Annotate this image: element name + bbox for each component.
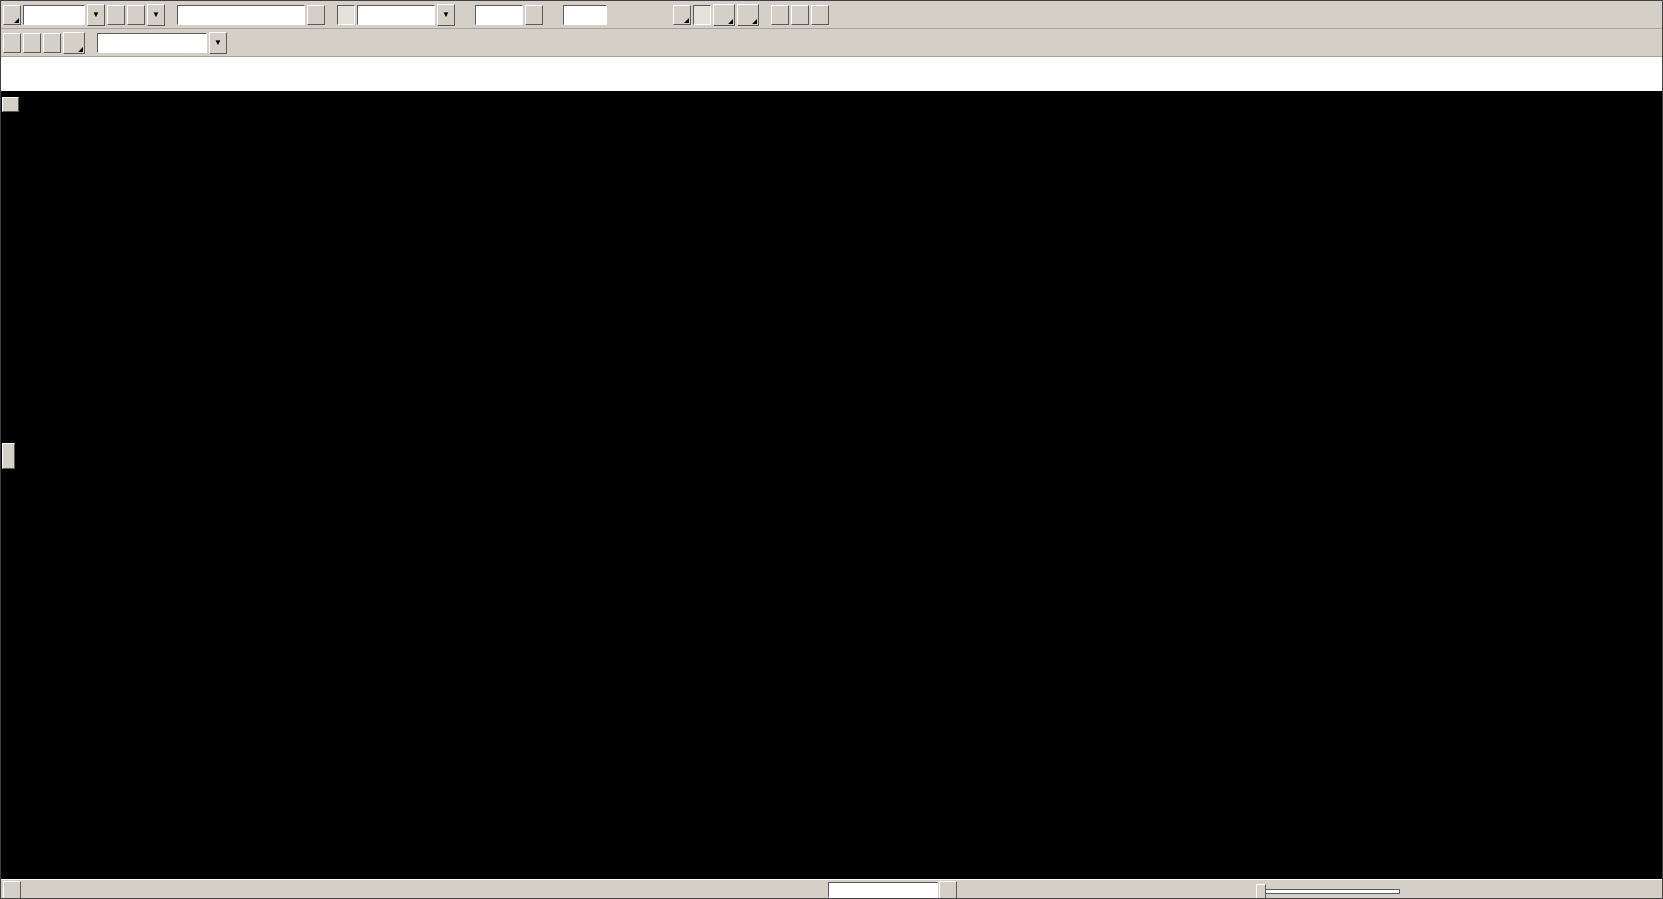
- save-icon[interactable]: [791, 4, 809, 25]
- expand-panel-button[interactable]: [2, 443, 15, 469]
- chart-type-dropdown[interactable]: ▼: [209, 31, 227, 54]
- sort-list-button[interactable]: [127, 4, 145, 25]
- prev-stock-button[interactable]: [337, 4, 355, 25]
- price-indicator-button[interactable]: [63, 31, 85, 54]
- stock-name-field[interactable]: [177, 4, 305, 25]
- settings-wrench-icon[interactable]: [771, 4, 789, 25]
- date-dropdown[interactable]: ▼: [437, 3, 455, 26]
- chart-area[interactable]: [1, 91, 1663, 879]
- stock-code-dropdown[interactable]: ▼: [87, 3, 105, 26]
- period-input[interactable]: [475, 4, 523, 25]
- scale-fit-button[interactable]: [23, 32, 41, 53]
- date-input[interactable]: [357, 4, 435, 25]
- bottom-scrollbar: [1, 879, 1662, 898]
- market-type-button[interactable]: [3, 4, 21, 25]
- stock-code-input[interactable]: [23, 4, 85, 25]
- sort-list-dropdown[interactable]: ▼: [147, 3, 165, 26]
- scale-up-button[interactable]: [3, 32, 21, 53]
- open-folder-icon[interactable]: [811, 4, 829, 25]
- bar-count-input[interactable]: [563, 4, 607, 25]
- scroll-right-button[interactable]: [939, 881, 957, 898]
- chart-type-select[interactable]: [97, 32, 207, 53]
- strategy-button[interactable]: [713, 3, 735, 26]
- currency-button[interactable]: [673, 4, 691, 25]
- chart-canvas[interactable]: [1, 91, 1663, 879]
- tools-button[interactable]: [737, 3, 759, 26]
- search-icon[interactable]: [107, 4, 125, 25]
- pane-toggle-button[interactable]: [2, 97, 19, 112]
- zoom-slider-thumb[interactable]: [1256, 884, 1266, 898]
- readout-box: [828, 882, 938, 898]
- zoom-slider-track[interactable]: [1258, 889, 1400, 894]
- period-stepper[interactable]: [525, 4, 543, 25]
- drawing-toolbar: ▼: [1, 29, 1662, 57]
- main-toolbar: ▼ ▼ ▼: [1, 1, 1662, 29]
- quote-info-table: [1, 57, 1662, 93]
- restore-button[interactable]: [693, 4, 711, 25]
- edit-chart-button[interactable]: [43, 32, 61, 53]
- scroll-left-button[interactable]: [3, 881, 21, 898]
- next-stock-button[interactable]: [307, 4, 325, 25]
